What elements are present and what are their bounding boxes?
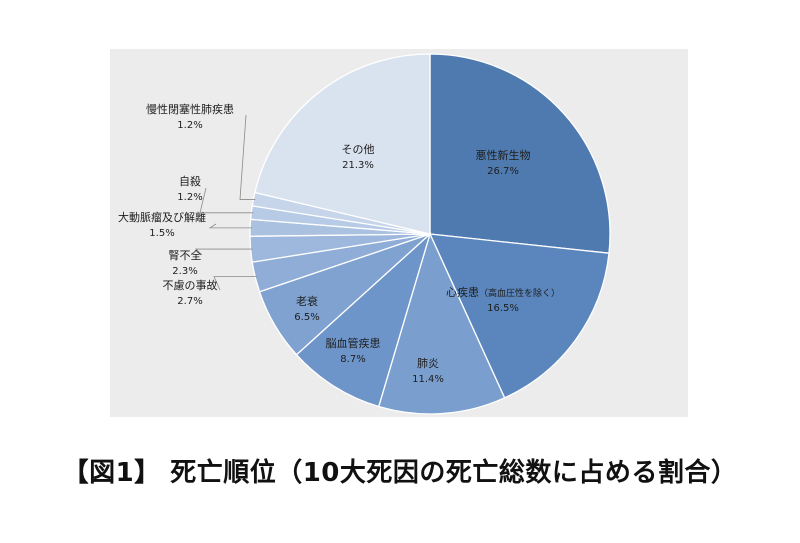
- slice-label-3: 肺炎: [417, 357, 439, 370]
- leader-line-7: [195, 248, 253, 256]
- slice-label-10: 慢性閉塞性肺疾患: [146, 102, 234, 116]
- slice-percent-7: 2.3%: [172, 266, 197, 277]
- slice-label-6: 不慮の事故: [163, 278, 218, 292]
- pie-slice-3: [377, 232, 506, 415]
- slice-percent-2: 16.5%: [487, 303, 519, 314]
- slice-percent-6: 2.7%: [177, 296, 202, 307]
- slice-percent-5: 6.5%: [294, 312, 319, 323]
- slice-percent-4: 8.7%: [340, 354, 365, 365]
- slice-percent-11: 21.3%: [342, 160, 374, 171]
- slice-label-11: その他: [342, 143, 375, 156]
- slice-percent-3: 11.4%: [412, 374, 444, 385]
- pie-chart: 悪性新生物 26.7% 心疾患（高血圧性を除く） 16.5% 肺炎 11.4% 脳血管疾患 8…: [118, 53, 611, 415]
- leader-line-8: [208, 223, 253, 229]
- pie-slice-1: [429, 53, 611, 254]
- slice-label-8: 大動脈瘤及び解離: [118, 210, 206, 224]
- slice-label-2: 心疾患（高血圧性を除く）: [446, 285, 560, 299]
- slice-label-7: 腎不全: [169, 248, 202, 262]
- slice-percent-1: 26.7%: [487, 166, 519, 177]
- figure-caption: 【図1】 死亡順位（10大死因の死亡総数に占める割合）: [62, 458, 738, 488]
- chart-panel: 悪性新生物 26.7% 心疾患（高血圧性を除く） 16.5% 肺炎 11.4% 脳血管疾患 8…: [110, 49, 688, 417]
- pie-slice-4: [295, 231, 432, 408]
- pie-slice-2: [428, 233, 610, 399]
- leader-line-10: [239, 114, 256, 200]
- slice-label-1: 悪性新生物: [476, 148, 531, 162]
- slice-percent-10: 1.2%: [177, 120, 202, 131]
- slice-percent-8: 1.5%: [149, 228, 174, 239]
- slice-label-note: （高血圧性を除く）: [479, 287, 560, 299]
- slice-label-9: 自殺: [179, 174, 201, 188]
- slice-label-5: 老衰: [296, 294, 318, 308]
- leader-line-6: [213, 276, 258, 291]
- slice-label-4: 脳血管疾患: [326, 336, 381, 350]
- pie-slice-11: [254, 53, 431, 235]
- slice-percent-9: 1.2%: [177, 192, 202, 203]
- leader-line-9: [199, 187, 254, 214]
